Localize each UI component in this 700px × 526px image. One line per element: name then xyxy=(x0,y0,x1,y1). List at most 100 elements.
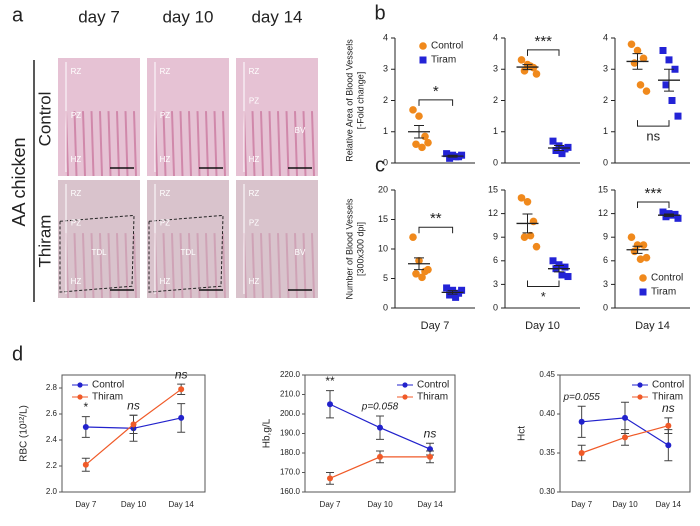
significance-label: p=0.058 xyxy=(361,402,399,413)
tissue-streak xyxy=(205,111,209,177)
y-tick-label: 0 xyxy=(493,302,498,312)
data-point xyxy=(427,453,433,460)
error-bar xyxy=(414,125,424,139)
tissue-streak xyxy=(294,111,298,177)
y-tick-label: 210.0 xyxy=(280,390,301,399)
y-tick-label: 0 xyxy=(383,157,388,167)
tissue-streak xyxy=(311,111,315,177)
legend-label: Control xyxy=(652,380,684,391)
data-point xyxy=(674,214,682,222)
data-point xyxy=(659,47,667,54)
data-point xyxy=(633,46,642,55)
significance-bracket xyxy=(637,201,670,209)
y-tick-label: 15 xyxy=(378,214,388,224)
legend-marker xyxy=(637,394,643,400)
tissue-streak xyxy=(90,233,95,299)
zone-label: BV xyxy=(295,248,306,257)
data-point xyxy=(517,56,526,64)
legend-label: Control xyxy=(431,41,463,52)
legend-marker xyxy=(419,56,427,64)
data-point xyxy=(178,414,185,421)
y-tick-label: 220.0 xyxy=(280,370,301,379)
zone-label: RZ xyxy=(71,189,82,198)
error-bar xyxy=(554,265,564,273)
zone-label: HZ xyxy=(71,277,82,286)
x-tick-label: Day 7 xyxy=(571,500,592,509)
tissue-streak xyxy=(285,233,290,299)
zone-label: PZ xyxy=(71,111,81,120)
y-tick-label: 4 xyxy=(383,32,388,42)
y-tick-label: 2.8 xyxy=(46,383,58,392)
zone-label: TDL xyxy=(180,248,196,257)
zone-label: RZ xyxy=(249,189,260,198)
y-tick-label: 2 xyxy=(493,95,498,105)
y-tick-label: 0.40 xyxy=(539,409,555,418)
y-tick-label: 3 xyxy=(603,279,608,289)
y-tick-label: 12 xyxy=(488,208,498,218)
x-axis-label: Day 7 xyxy=(421,320,450,332)
data-point xyxy=(452,293,460,301)
data-point xyxy=(458,286,466,294)
y-tick-label: 1 xyxy=(603,126,608,136)
y-tick-label: 180.0 xyxy=(280,448,301,457)
data-point xyxy=(415,112,423,120)
data-point xyxy=(674,112,682,120)
zone-label: PZ xyxy=(160,218,170,227)
legend-label: Thiram xyxy=(652,392,683,403)
legend-marker xyxy=(77,382,83,388)
significance-label: ** xyxy=(325,374,335,388)
y-tick-label: 4 xyxy=(603,32,608,42)
data-point xyxy=(636,81,645,89)
y-tick-label: 4 xyxy=(493,32,498,42)
tissue-streak xyxy=(277,111,281,177)
tissue-streak xyxy=(124,111,129,177)
data-point xyxy=(636,255,645,264)
y-tick-label: 12 xyxy=(598,208,608,218)
legend-marker xyxy=(402,394,408,400)
y-tick-label: 0.45 xyxy=(539,370,555,379)
y-tick-label: 0 xyxy=(603,302,608,312)
y-tick-label: 0 xyxy=(603,157,608,167)
panel-label: d xyxy=(12,343,23,365)
zone-label: PZ xyxy=(71,218,81,227)
legend-label: Thiram xyxy=(92,392,123,403)
zone-label: RZ xyxy=(71,67,82,76)
tissue-streak xyxy=(251,111,256,177)
data-point xyxy=(377,453,383,460)
significance-label: ** xyxy=(430,210,442,227)
tissue-streak xyxy=(260,111,264,177)
legend-marker xyxy=(77,394,83,400)
y-tick-label: 170.0 xyxy=(280,468,301,477)
y-tick-label: 2.2 xyxy=(46,461,58,470)
data-point xyxy=(412,269,420,278)
y-tick-label: 190.0 xyxy=(280,429,301,438)
data-point xyxy=(82,424,89,430)
y-tick-label: 2 xyxy=(603,95,608,105)
legend-label: Tiram xyxy=(651,287,676,298)
significance-label: ns xyxy=(646,129,660,144)
panel-label: c xyxy=(375,154,385,176)
y-tick-label: 3 xyxy=(493,64,498,74)
data-point xyxy=(642,87,651,95)
tissue-streak xyxy=(82,111,86,177)
legend-label: Control xyxy=(417,380,449,391)
data-point xyxy=(520,67,529,75)
column-header: day 14 xyxy=(251,7,302,26)
y-tick-label: 9 xyxy=(493,232,498,242)
zone-label: PZ xyxy=(249,218,259,227)
y-axis-label: Hct xyxy=(517,426,528,441)
y-tick-label: 15 xyxy=(488,184,498,194)
data-point xyxy=(549,137,557,145)
tissue-streak xyxy=(73,233,78,299)
y-tick-label: 5 xyxy=(383,273,388,283)
tissue-streak xyxy=(133,233,137,299)
tissue-streak xyxy=(107,233,112,299)
tissue-streak xyxy=(179,233,184,299)
data-point xyxy=(526,231,535,240)
tissue-streak xyxy=(179,111,184,177)
data-point xyxy=(578,418,585,425)
zone-label: PZ xyxy=(160,111,170,120)
zone-label: RZ xyxy=(160,189,171,198)
data-point xyxy=(178,386,185,393)
y-tick-label: 6 xyxy=(603,255,608,265)
